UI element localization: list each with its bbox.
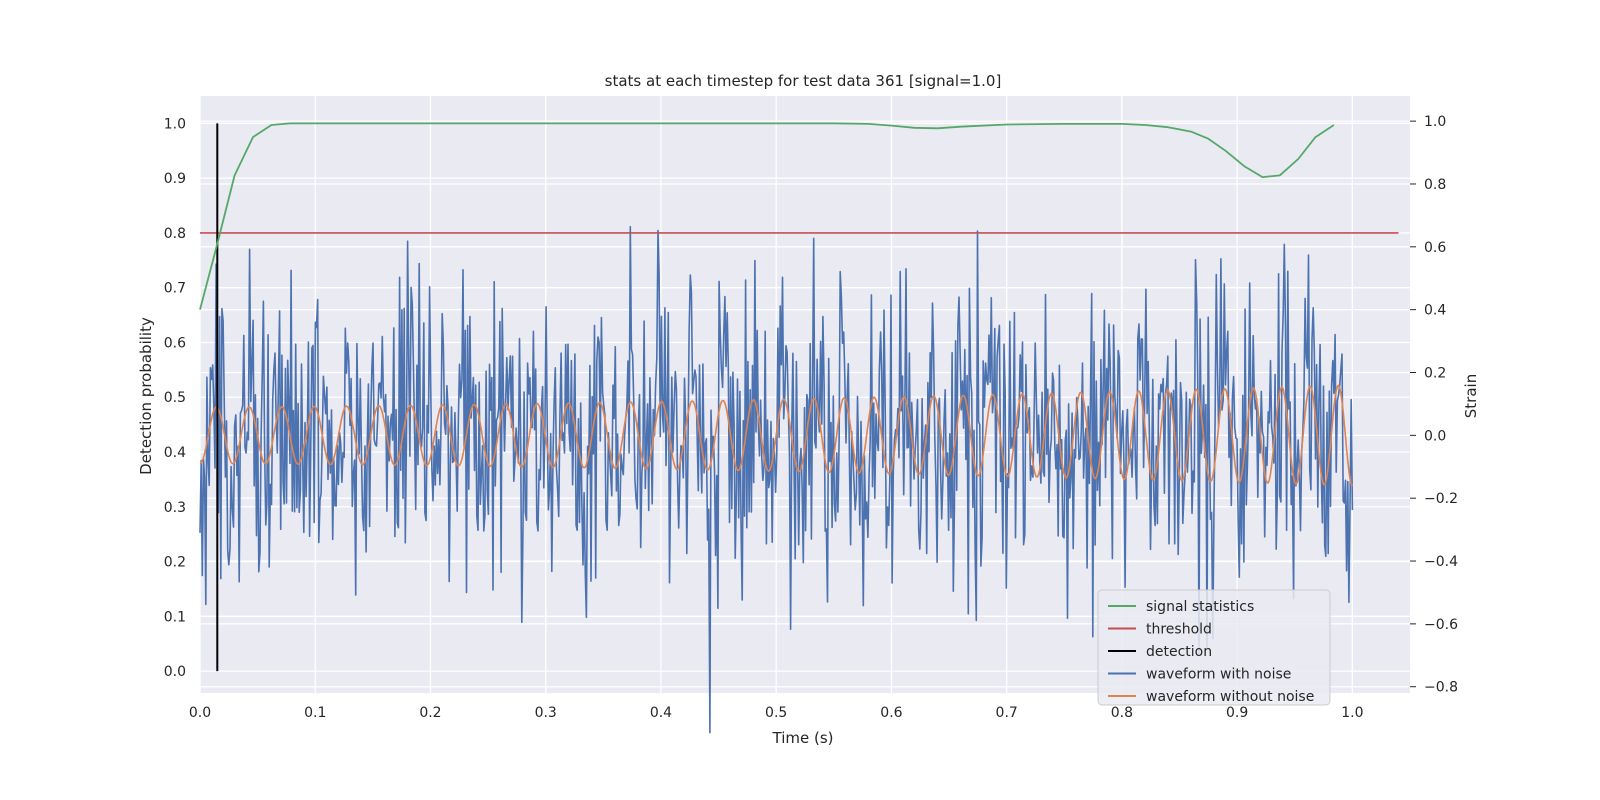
y-tick-label-right: 0.8 <box>1424 177 1446 193</box>
y-ticks-right: −0.8 −0.6 −0.4 −0.2 0.0 0.2 0.4 0.6 0.8 1.0 <box>1410 114 1458 696</box>
y-tick-label-right: 0.0 <box>1424 428 1446 444</box>
x-tick-label: 1.0 <box>1341 705 1363 721</box>
x-tick-label: 0.1 <box>304 705 326 721</box>
x-tick-label: 0.2 <box>419 705 441 721</box>
x-tick-label: 0.9 <box>1226 705 1248 721</box>
series-waveform-with-noise <box>199 225 1354 734</box>
y-tick-label-left: 0.2 <box>164 555 186 571</box>
y-tick-label-right: 0.4 <box>1424 303 1446 319</box>
legend-label: threshold <box>1146 622 1212 638</box>
x-tick-label: 0.7 <box>996 705 1018 721</box>
legend-label: waveform without noise <box>1146 689 1314 705</box>
y-tick-label-right: −0.6 <box>1424 617 1458 633</box>
y-axis-label-right: Strain <box>1462 374 1480 418</box>
y-tick-label-right: −0.2 <box>1424 491 1458 507</box>
series-waveform-without-noise <box>199 384 1354 487</box>
y-tick-label-right: −0.4 <box>1424 554 1458 570</box>
y-tick-label-right: −0.8 <box>1424 680 1458 696</box>
y-tick-label-left: 0.3 <box>164 500 186 516</box>
y-tick-label-left: 0.8 <box>164 226 186 242</box>
y-tick-label-right: 1.0 <box>1424 114 1446 130</box>
y-tick-label-left: 0.9 <box>164 171 186 187</box>
series-layer <box>199 122 1399 734</box>
legend-label: detection <box>1146 644 1212 660</box>
y-tick-label-left: 0.7 <box>164 281 186 297</box>
x-tick-label: 0.5 <box>765 705 787 721</box>
y-axis-label-left: Detection probability <box>137 317 155 475</box>
y-tick-label-left: 0.4 <box>164 445 186 461</box>
y-tick-label-left: 0.1 <box>164 609 186 625</box>
y-tick-label-right: 0.2 <box>1424 366 1446 382</box>
legend-label: signal statistics <box>1146 599 1254 615</box>
y-tick-label-right: 0.6 <box>1424 240 1446 256</box>
x-tick-label: 0.8 <box>1111 705 1133 721</box>
legend-label: waveform with noise <box>1146 667 1291 683</box>
y-tick-label-left: 1.0 <box>164 116 186 132</box>
chart-title: stats at each timestep for test data 361… <box>605 72 1002 90</box>
x-tick-label: 0.6 <box>880 705 902 721</box>
x-axis-label: Time (s) <box>772 729 834 747</box>
x-ticks: 0.0 0.1 0.2 0.3 0.4 0.5 0.6 0.7 0.8 0.9 1.0 <box>189 705 1364 721</box>
x-tick-label: 0.4 <box>650 705 672 721</box>
legend-box <box>1097 589 1331 706</box>
series-signal-statistics <box>199 122 1335 310</box>
y-tick-label-left: 0.0 <box>164 664 186 680</box>
legend: signal statistics threshold detection wavef… <box>1097 589 1331 706</box>
x-tick-label: 0.3 <box>535 705 557 721</box>
y-ticks-left: 0.0 0.1 0.2 0.3 0.4 0.5 0.6 0.7 0.8 0.9 1.0 <box>164 116 186 680</box>
y-tick-label-left: 0.5 <box>164 390 186 406</box>
x-tick-label: 0.0 <box>189 705 211 721</box>
y-tick-label-left: 0.6 <box>164 335 186 351</box>
